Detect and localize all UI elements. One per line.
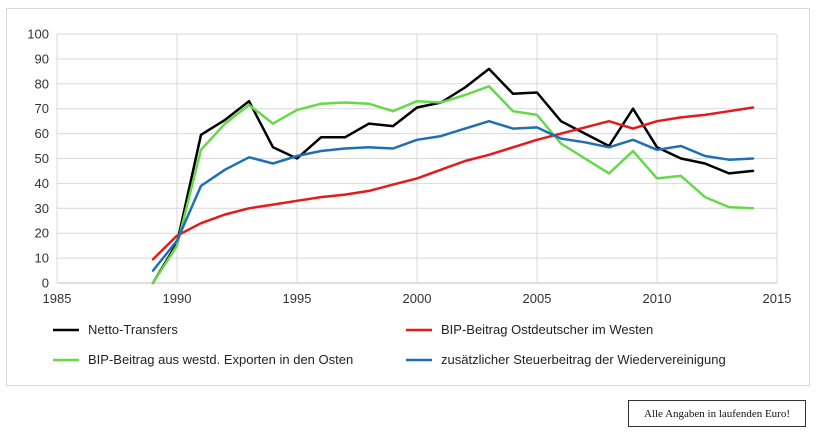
x-tick-label: 1990 [163,291,192,306]
gridlines [56,33,778,284]
x-tick-label: 2010 [643,291,672,306]
series-line-4 [151,119,755,272]
y-tick-label: 60 [35,126,49,141]
y-tick-label: 20 [35,226,49,241]
x-axis-tick-labels: 1985 1990 1995 2000 2005 2010 2015 [43,291,792,306]
currency-note: Alle Angaben in laufenden Euro! [628,400,806,427]
y-tick-label: 90 [35,51,49,66]
legend-label-4: zusätzlicher Steuerbeitrag der Wiederver… [441,352,726,367]
y-axis-tick-labels: 0 10 20 30 40 50 60 70 80 90 100 [27,27,49,291]
series-line-1 [151,67,755,285]
y-tick-label: 50 [35,151,49,166]
series-line-3 [151,85,755,285]
chart-frame: 0 10 20 30 40 50 60 70 80 90 100 1985 1990 1995 2000 2… [6,8,810,386]
legend-label-3: BIP-Beitrag aus westd. Exporten in den O… [88,352,353,367]
y-tick-label: 10 [35,251,49,266]
x-tick-label: 2015 [763,291,792,306]
y-tick-label: 100 [27,27,49,42]
x-tick-label: 2000 [403,291,432,306]
line-chart: 0 10 20 30 40 50 60 70 80 90 100 1985 1990 1995 2000 2… [27,27,792,368]
y-tick-label: 40 [35,176,49,191]
y-tick-label: 30 [35,201,49,216]
currency-note-text: Alle Angaben in laufenden Euro! [643,407,790,420]
series-line-2 [151,106,755,261]
y-tick-label: 0 [42,276,49,291]
legend-label-2: BIP-Beitrag Ostdeutscher im Westen [441,322,653,337]
x-tick-label: 1985 [43,291,72,306]
x-tick-label: 1995 [283,291,312,306]
data-series [151,67,755,285]
y-tick-label: 70 [35,101,49,116]
y-tick-label: 80 [35,76,49,91]
x-tick-label: 2005 [523,291,552,306]
legend-label-1: Netto-Transfers [88,322,178,337]
legend: Netto-Transfers BIP-Beitrag Ostdeutscher … [53,322,726,367]
